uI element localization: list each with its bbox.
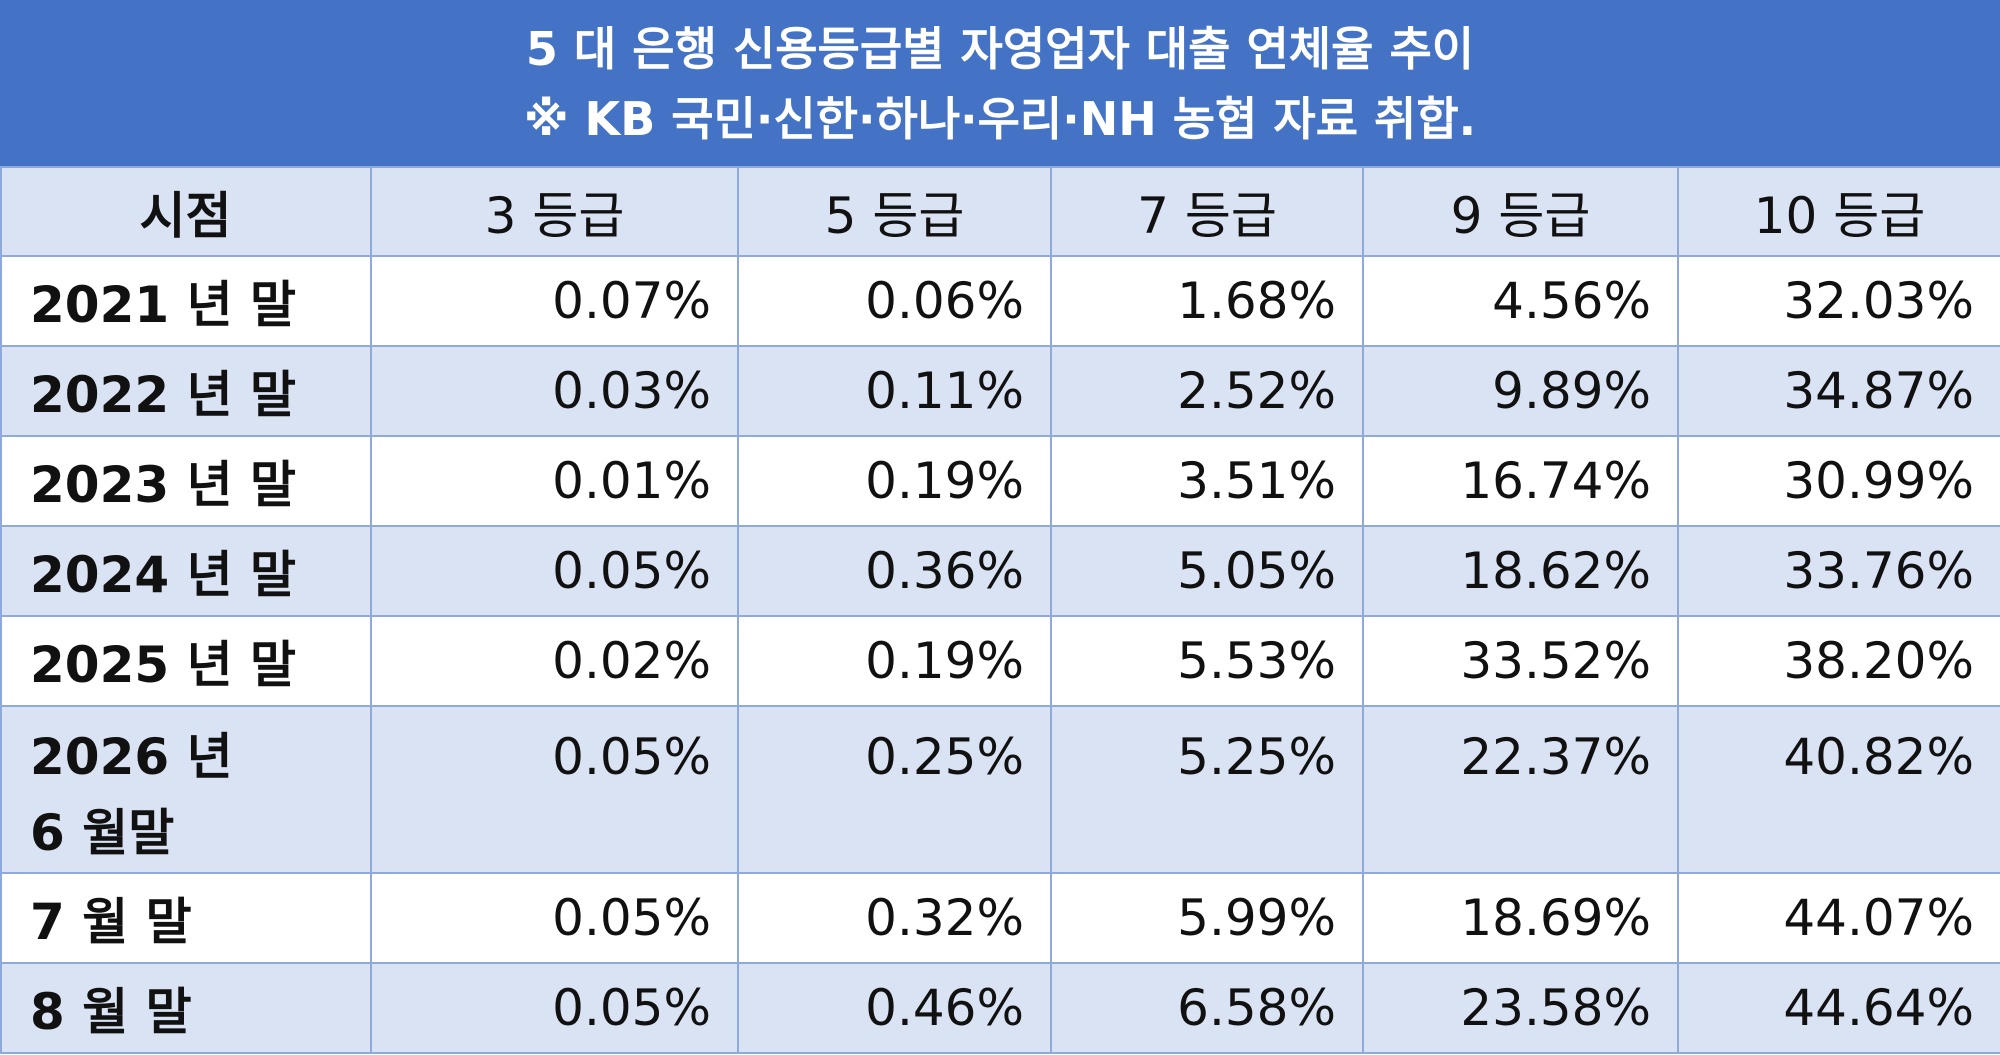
value-cell: 0.02% xyxy=(370,615,739,707)
value-cell: 0.19% xyxy=(737,615,1052,707)
value-cell: 23.58% xyxy=(1362,962,1679,1054)
table-row: 8 월 말 0.05% 0.46% 6.58% 23.58% 44.64% xyxy=(0,962,2000,1054)
value-cell: 0.05% xyxy=(370,525,739,617)
table-row: 2023 년 말 0.01% 0.19% 3.51% 16.74% 30.99% xyxy=(0,435,2000,527)
value-cell: 1.68% xyxy=(1050,255,1364,347)
value-cell: 3.51% xyxy=(1050,435,1364,527)
table-row: 2026 년 6 월말 0.05% 0.25% 5.25% 22.37% 40.82% xyxy=(0,705,2000,874)
value-cell: 0.19% xyxy=(737,435,1052,527)
value-cell: 0.07% xyxy=(370,255,739,347)
value-cell: 18.69% xyxy=(1362,872,1679,964)
row-label: 2025 년 말 xyxy=(0,615,372,707)
value-cell: 33.52% xyxy=(1362,615,1679,707)
header-cell: 5 등급 xyxy=(737,166,1052,257)
row-label: 7 월 말 xyxy=(0,872,372,964)
header-cell: 7 등급 xyxy=(1050,166,1364,257)
value-cell: 5.05% xyxy=(1050,525,1364,617)
value-cell: 0.06% xyxy=(737,255,1052,347)
value-cell: 22.37% xyxy=(1362,705,1679,874)
table-row: 2024 년 말 0.05% 0.36% 5.05% 18.62% 33.76% xyxy=(0,525,2000,617)
table-row: 2025 년 말 0.02% 0.19% 5.53% 33.52% 38.20% xyxy=(0,615,2000,707)
row-label: 2023 년 말 xyxy=(0,435,372,527)
value-cell: 5.25% xyxy=(1050,705,1364,874)
value-cell: 18.62% xyxy=(1362,525,1679,617)
value-cell: 5.53% xyxy=(1050,615,1364,707)
header-cell: 3 등급 xyxy=(370,166,739,257)
value-cell: 44.07% xyxy=(1677,872,2000,964)
value-cell: 30.99% xyxy=(1677,435,2000,527)
header-row: 시점 3 등급 5 등급 7 등급 9 등급 10 등급 xyxy=(0,166,2000,257)
value-cell: 2.52% xyxy=(1050,345,1364,437)
row-label: 2021 년 말 xyxy=(0,255,372,347)
value-cell: 32.03% xyxy=(1677,255,2000,347)
header-cell: 10 등급 xyxy=(1677,166,2000,257)
value-cell: 9.89% xyxy=(1362,345,1679,437)
header-cell: 9 등급 xyxy=(1362,166,1679,257)
value-cell: 38.20% xyxy=(1677,615,2000,707)
title: 5 대 은행 신용등급별 자영업자 대출 연체율 추이 xyxy=(525,22,1475,76)
value-cell: 34.87% xyxy=(1677,345,2000,437)
table-row: 7 월 말 0.05% 0.32% 5.99% 18.69% 44.07% xyxy=(0,872,2000,964)
header-cell: 시점 xyxy=(0,166,372,257)
value-cell: 0.01% xyxy=(370,435,739,527)
value-cell: 0.05% xyxy=(370,962,739,1054)
value-cell: 0.05% xyxy=(370,872,739,964)
value-cell: 33.76% xyxy=(1677,525,2000,617)
table-row: 2022 년 말 0.03% 0.11% 2.52% 9.89% 34.87% xyxy=(0,345,2000,437)
value-cell: 44.64% xyxy=(1677,962,2000,1054)
value-cell: 4.56% xyxy=(1362,255,1679,347)
value-cell: 0.03% xyxy=(370,345,739,437)
row-label: 8 월 말 xyxy=(0,962,372,1054)
row-label: 2026 년 6 월말 xyxy=(0,705,372,874)
row-label: 2024 년 말 xyxy=(0,525,372,617)
value-cell: 40.82% xyxy=(1677,705,2000,874)
data-table: 시점 3 등급 5 등급 7 등급 9 등급 10 등급 2021 년 말 0.07% 0.06… xyxy=(0,166,2000,1054)
value-cell: 0.46% xyxy=(737,962,1052,1054)
value-cell: 16.74% xyxy=(1362,435,1679,527)
value-cell: 0.05% xyxy=(370,705,739,874)
value-cell: 0.11% xyxy=(737,345,1052,437)
value-cell: 0.25% xyxy=(737,705,1052,874)
value-cell: 0.32% xyxy=(737,872,1052,964)
value-cell: 6.58% xyxy=(1050,962,1364,1054)
value-cell: 5.99% xyxy=(1050,872,1364,964)
value-cell: 0.36% xyxy=(737,525,1052,617)
subtitle: ※ KB 국민·신한·하나·우리·NH 농협 자료 취합. xyxy=(523,92,1477,146)
table-row: 2021 년 말 0.07% 0.06% 1.68% 4.56% 32.03% xyxy=(0,255,2000,347)
row-label: 2022 년 말 xyxy=(0,345,372,437)
title-band: 5 대 은행 신용등급별 자영업자 대출 연체율 추이 ※ KB 국민·신한·하… xyxy=(0,0,2000,166)
